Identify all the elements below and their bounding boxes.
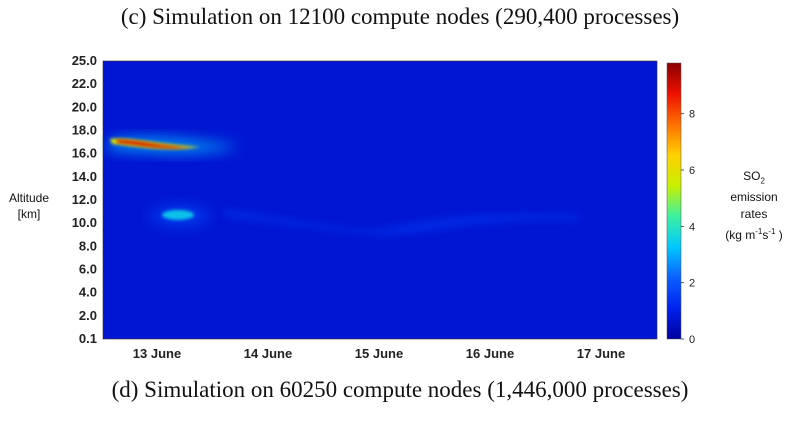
- colorbar-tick-label: 8: [689, 109, 695, 121]
- diffuse-layer: [223, 209, 579, 236]
- plot-area: [102, 60, 658, 340]
- plot-frame: [102, 60, 658, 340]
- caption-top: (c) Simulation on 12100 compute nodes (2…: [120, 4, 680, 29]
- y-axis: 0.1 2.0 4.0 6.0 8.0 10.0 12.0 14.0 16.0 18.0 20.0 2…: [72, 53, 97, 346]
- colorbar-title-line1: SO2: [743, 169, 765, 186]
- heatmap-chart: 0.1 2.0 4.0 6.0 8.0 10.0 12.0 14.0 16.0 18.0 20.0 2…: [72, 53, 695, 361]
- y-tick-label: 14.0: [72, 169, 97, 184]
- y-tick-label: 0.1: [79, 331, 97, 346]
- x-axis: 13 June 14 June 15 June 16 June 17 June: [133, 346, 625, 361]
- y-tick-label: 6.0: [79, 262, 97, 277]
- colorbar-title-line4: (kg m-1s-1 ): [725, 227, 783, 243]
- y-tick-label: 2.0: [79, 308, 97, 323]
- y-tick-label: 20.0: [72, 99, 97, 114]
- y-tick-label: 8.0: [79, 238, 97, 253]
- y-tick-label: 12.0: [72, 192, 97, 207]
- colorbar-scale: [666, 62, 682, 340]
- y-tick-label: 16.0: [72, 146, 97, 161]
- x-tick-label: 13 June: [133, 346, 181, 361]
- x-tick-label: 15 June: [355, 346, 403, 361]
- colorbar-tick-label: 0: [689, 334, 695, 346]
- x-tick-label: 17 June: [577, 346, 625, 361]
- colorbar-title: SO2 emission rates (kg m-1s-1 ): [712, 168, 796, 244]
- y-tick-label: 10.0: [72, 215, 97, 230]
- plot-background: [103, 61, 657, 339]
- colorbar-title-line3: rates: [740, 207, 768, 222]
- colorbar: 0 2 4 6 8: [666, 62, 695, 346]
- colorbar-tick-label: 2: [689, 278, 695, 290]
- y-axis-title: Altitude [km]: [2, 190, 56, 222]
- colorbar-tick-label: 6: [689, 165, 695, 177]
- colorbar-tick-label: 4: [689, 221, 695, 233]
- x-tick-label: 16 June: [466, 346, 514, 361]
- y-tick-label: 4.0: [79, 285, 97, 300]
- x-tick-label: 14 June: [244, 346, 292, 361]
- y-tick-label: 25.0: [72, 53, 97, 68]
- y-tick-label: 22.0: [72, 76, 97, 91]
- core-plume-peak: [116, 139, 190, 149]
- caption-bottom: (d) Simulation on 60250 compute nodes (1…: [111, 377, 689, 402]
- y-axis-title-line1: Altitude: [8, 191, 50, 205]
- y-tick-label: 18.0: [72, 123, 97, 138]
- secondary-plume-core: [162, 209, 194, 220]
- y-axis-title-line2: [km]: [17, 207, 41, 221]
- colorbar-title-line2: emission: [730, 190, 778, 205]
